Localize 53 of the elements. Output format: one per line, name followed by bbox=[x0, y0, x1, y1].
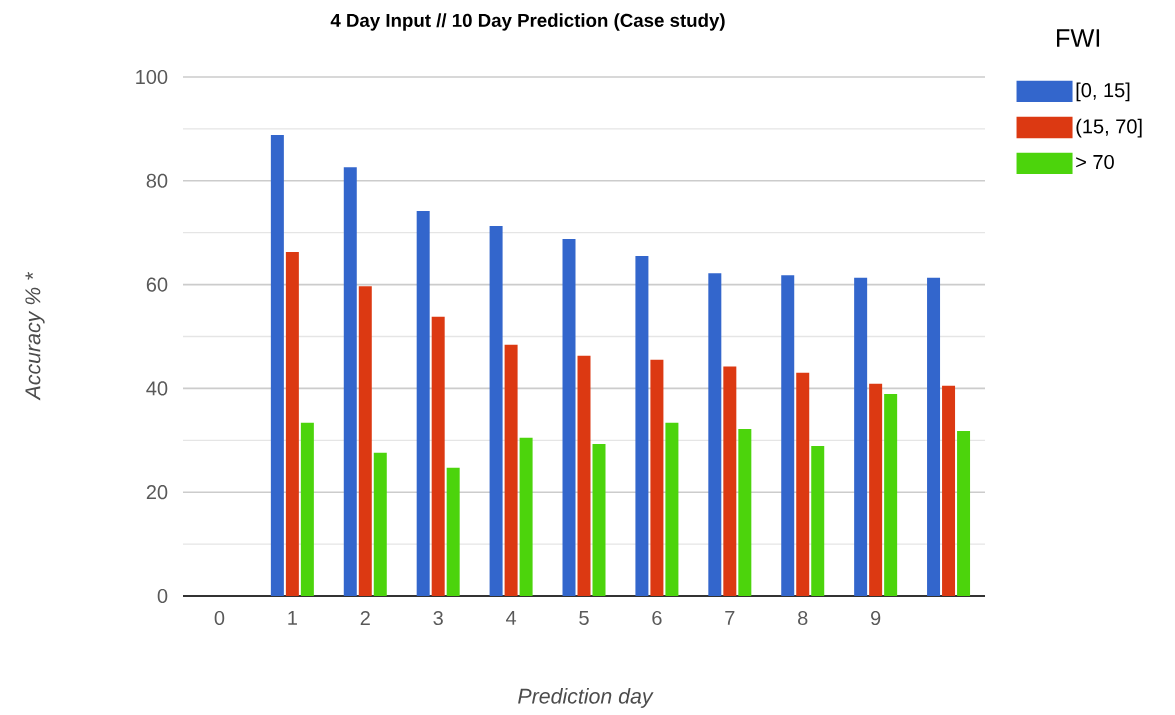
bar bbox=[504, 344, 518, 596]
bar bbox=[431, 316, 445, 596]
bar bbox=[942, 385, 956, 596]
bar bbox=[300, 422, 314, 596]
legend-label: > 70 bbox=[1076, 154, 1114, 170]
x-tick-label: 5 bbox=[579, 610, 589, 625]
bar bbox=[796, 372, 810, 596]
x-tick-label: 0 bbox=[214, 610, 225, 626]
legend-label: (15, 70] bbox=[1076, 118, 1142, 138]
bar bbox=[562, 238, 576, 596]
y-tick-label: 0 bbox=[157, 588, 168, 604]
bar bbox=[723, 366, 737, 596]
bar bbox=[577, 355, 591, 596]
chart-title: 4 Day Input // 10 Day Prediction (Case study) bbox=[330, 13, 725, 31]
bar bbox=[519, 437, 533, 596]
bar bbox=[592, 443, 606, 596]
bar bbox=[927, 277, 941, 596]
bar bbox=[416, 210, 430, 596]
bar bbox=[343, 167, 357, 596]
y-axis-title: Accuracy % * bbox=[25, 272, 45, 401]
bar bbox=[884, 394, 898, 596]
bar bbox=[489, 225, 503, 596]
bar bbox=[811, 446, 825, 596]
bar bbox=[854, 277, 868, 596]
bar bbox=[285, 251, 299, 596]
bar bbox=[708, 273, 722, 596]
bar bbox=[650, 359, 664, 596]
x-tick-label: 1 bbox=[288, 610, 297, 625]
y-tick-label: 80 bbox=[146, 173, 168, 188]
bar bbox=[446, 467, 460, 596]
x-tick-label: 7 bbox=[725, 610, 735, 625]
bar bbox=[869, 383, 883, 596]
bar bbox=[957, 430, 971, 596]
x-tick-label: 4 bbox=[505, 610, 517, 625]
bar bbox=[270, 135, 284, 596]
y-tick-label: 60 bbox=[146, 277, 168, 292]
x-axis-title: Prediction day bbox=[518, 688, 654, 708]
x-tick-label: 2 bbox=[360, 610, 370, 625]
y-tick-label: 100 bbox=[136, 69, 168, 85]
legend-label: [0, 15] bbox=[1076, 82, 1130, 102]
x-tick-label: 9 bbox=[871, 610, 881, 626]
bar bbox=[665, 422, 679, 596]
y-tick-label: 20 bbox=[146, 485, 168, 500]
bar bbox=[781, 275, 795, 596]
bar bbox=[373, 452, 387, 596]
x-tick-label: 8 bbox=[798, 610, 808, 626]
x-tick-label: 3 bbox=[433, 610, 443, 626]
bar bbox=[738, 428, 752, 596]
y-tick-label: 40 bbox=[146, 381, 168, 396]
bar bbox=[358, 286, 372, 596]
legend-title: FWI bbox=[1057, 29, 1100, 47]
x-tick-label: 6 bbox=[652, 610, 662, 626]
bar bbox=[635, 256, 649, 596]
